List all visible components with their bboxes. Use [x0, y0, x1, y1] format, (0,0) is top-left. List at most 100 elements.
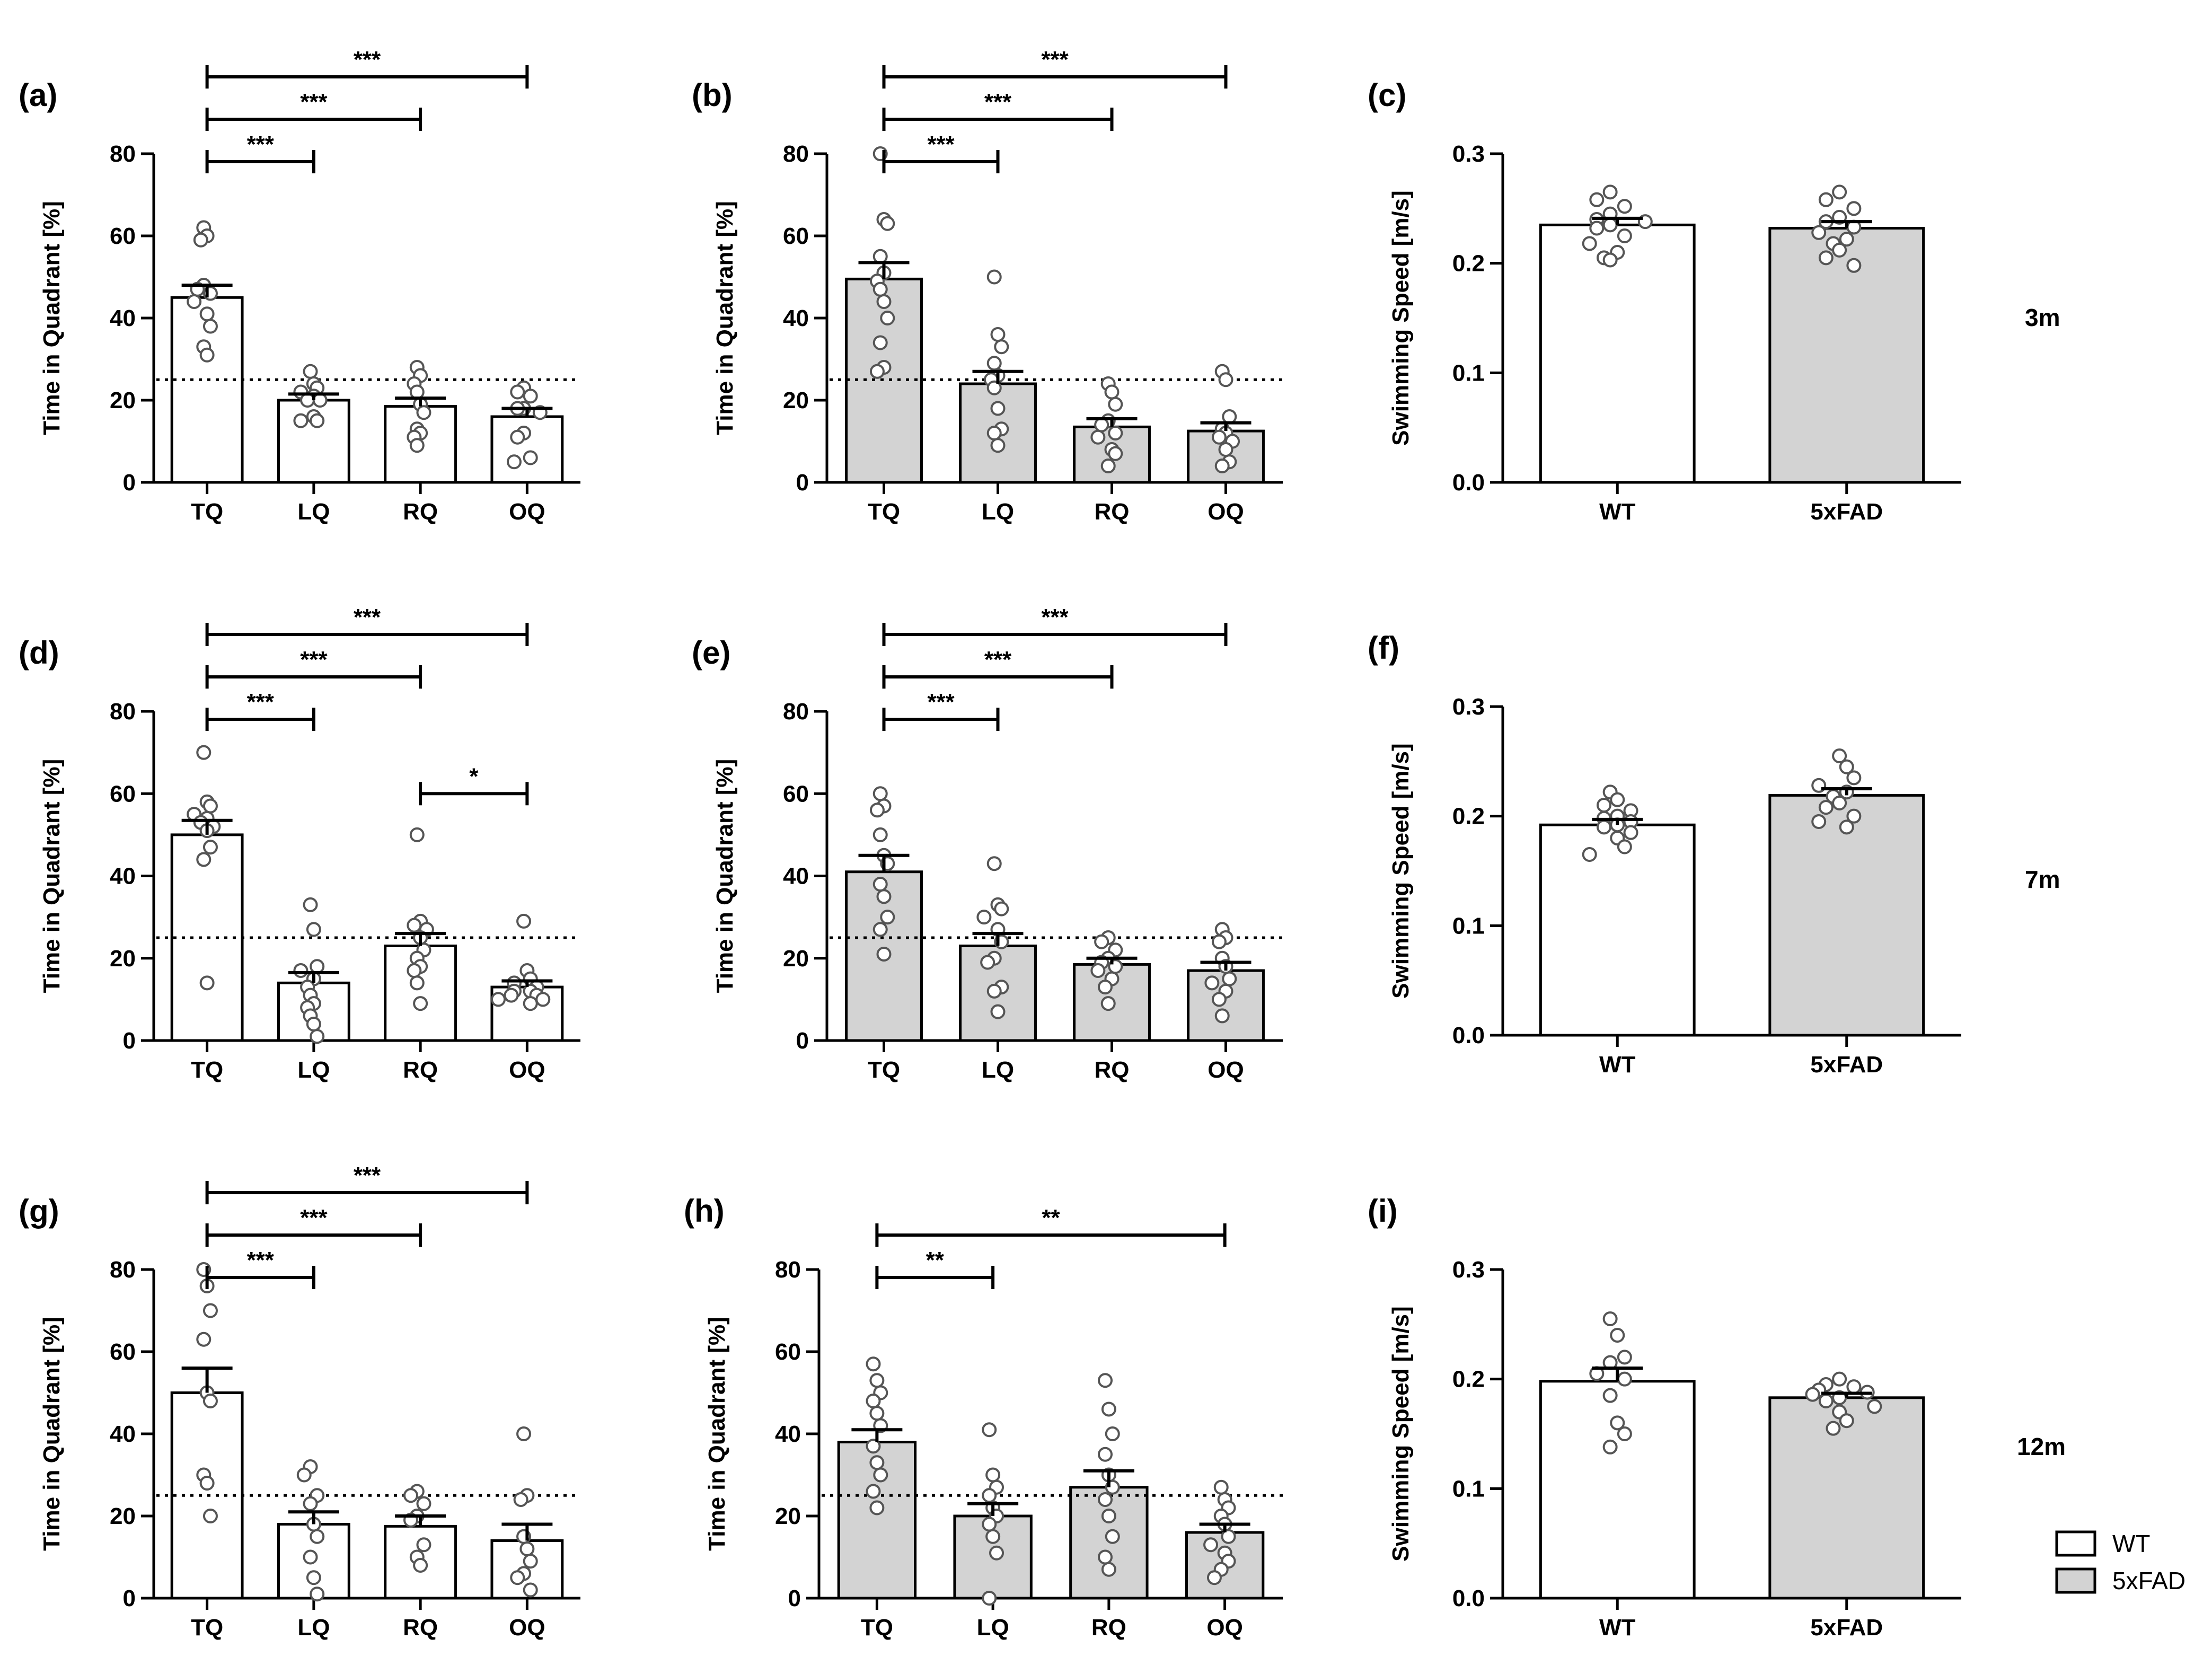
data-point [1596, 798, 1611, 813]
y-tick-label: 20 [110, 387, 136, 413]
data-point [980, 955, 995, 970]
panel-label: (d) [19, 635, 59, 671]
data-point [409, 384, 425, 400]
data-point [1206, 1570, 1222, 1585]
panel-e: (e) Time in Quadrant [%] 0 20 40 60 80 TQ LQ RQ OQ… [692, 604, 1283, 1083]
data-point [196, 1332, 211, 1347]
y-tick-label: 20 [110, 1503, 136, 1529]
significance-label: *** [300, 1205, 328, 1231]
data-point [199, 975, 215, 991]
data-point [986, 380, 1002, 395]
data-point [876, 889, 892, 904]
data-point [416, 1537, 431, 1553]
data-point [306, 922, 321, 937]
y-tick-label: 0.1 [1452, 913, 1485, 939]
legend-5xfad-label: 5xFAD [2112, 1567, 2185, 1594]
y-tick-label: 80 [110, 1257, 136, 1283]
x-tick-label: 5xFAD [1810, 499, 1883, 525]
significance-label: *** [984, 89, 1012, 115]
y-tick-label: 60 [783, 781, 809, 807]
data-point [1617, 199, 1632, 214]
significance-label: *** [247, 131, 275, 157]
panel-label: (c) [1368, 77, 1406, 113]
data-point [1218, 442, 1233, 457]
data-point [869, 1373, 885, 1388]
data-point [990, 327, 1006, 342]
y-axis-title: Swimming Speed [m/s] [1388, 743, 1414, 999]
data-point [187, 294, 202, 309]
data-point [989, 1545, 1004, 1561]
y-tick-label: 0.2 [1452, 1367, 1485, 1392]
data-point [310, 1529, 325, 1544]
panel-b: (b) Time in Quadrant [%] 0 20 40 60 80 TQ LQ RQ OQ… [692, 47, 1283, 525]
data-point [1811, 225, 1827, 240]
y-tick-label: 20 [110, 946, 136, 972]
y-axis-title: Time in Quadrant [%] [712, 759, 738, 993]
data-point [407, 963, 422, 979]
x-tick-label: LQ [982, 1057, 1014, 1083]
data-point [202, 840, 218, 855]
y-tick-label: 0.3 [1452, 694, 1485, 720]
y-tick-label: 80 [110, 699, 136, 725]
data-point [199, 1476, 215, 1491]
x-tick-label: RQ [1091, 1615, 1126, 1641]
data-point [1105, 1426, 1120, 1441]
data-point [1602, 1439, 1618, 1455]
data-point [873, 335, 888, 350]
y-tick-label: 20 [783, 946, 809, 972]
data-point [880, 311, 895, 325]
data-point [1610, 792, 1625, 807]
x-tick-label: 5xFAD [1810, 1615, 1883, 1641]
significance-label: *** [927, 689, 955, 715]
data-point [1094, 417, 1109, 433]
data-point [409, 827, 425, 842]
significance-label: ** [926, 1247, 945, 1273]
x-tick-label: RQ [1095, 1057, 1130, 1083]
data-point [413, 996, 428, 1011]
y-tick-label: 40 [110, 863, 136, 889]
data-point [1097, 980, 1113, 995]
y-tick-label: 0.0 [1452, 470, 1485, 496]
y-tick-label: 60 [110, 223, 136, 249]
data-point [990, 438, 1006, 453]
data-point [1218, 372, 1233, 387]
data-point [1839, 819, 1854, 835]
data-point [985, 1529, 1001, 1544]
data-point [202, 1394, 218, 1408]
panel-label: (e) [692, 635, 730, 671]
y-tick-label: 60 [783, 223, 809, 249]
significance-label: *** [247, 689, 275, 715]
data-point [1846, 258, 1862, 273]
data-point [1222, 971, 1237, 986]
data-point [202, 1303, 218, 1318]
data-point [1596, 819, 1611, 835]
panel-c: (c) Swimming Speed [m/s] 0.0 0.1 0.2 0.3 WT 5xF… [1368, 77, 1961, 525]
age-label-3m: 3m [2025, 304, 2060, 331]
data-point [986, 426, 1002, 440]
data-point [504, 988, 519, 1003]
data-point [296, 1467, 312, 1483]
y-tick-label: 0 [796, 1028, 809, 1054]
data-point [413, 1558, 428, 1573]
data-point [1826, 1421, 1841, 1436]
x-tick-label: TQ [861, 1615, 893, 1641]
data-point [1104, 384, 1120, 400]
data-point [876, 294, 892, 309]
x-tick-label: OQ [509, 499, 545, 525]
y-axis-title: Time in Quadrant [%] [712, 201, 738, 435]
data-point [193, 232, 208, 248]
y-axis-title: Swimming Speed [m/s] [1388, 1306, 1414, 1562]
data-point [310, 1029, 325, 1044]
data-point [199, 347, 215, 363]
data-point [986, 983, 1002, 999]
data-point [202, 798, 218, 814]
x-tick-label: 5xFAD [1810, 1052, 1883, 1078]
significance-label: *** [354, 1162, 381, 1188]
y-axis-title: Time in Quadrant [%] [704, 1317, 730, 1551]
panel-label: (i) [1368, 1193, 1398, 1229]
data-point [986, 856, 1002, 871]
panel-label: (h) [684, 1193, 725, 1229]
data-point [303, 897, 318, 912]
data-point [990, 1004, 1006, 1019]
data-point [1090, 429, 1106, 445]
